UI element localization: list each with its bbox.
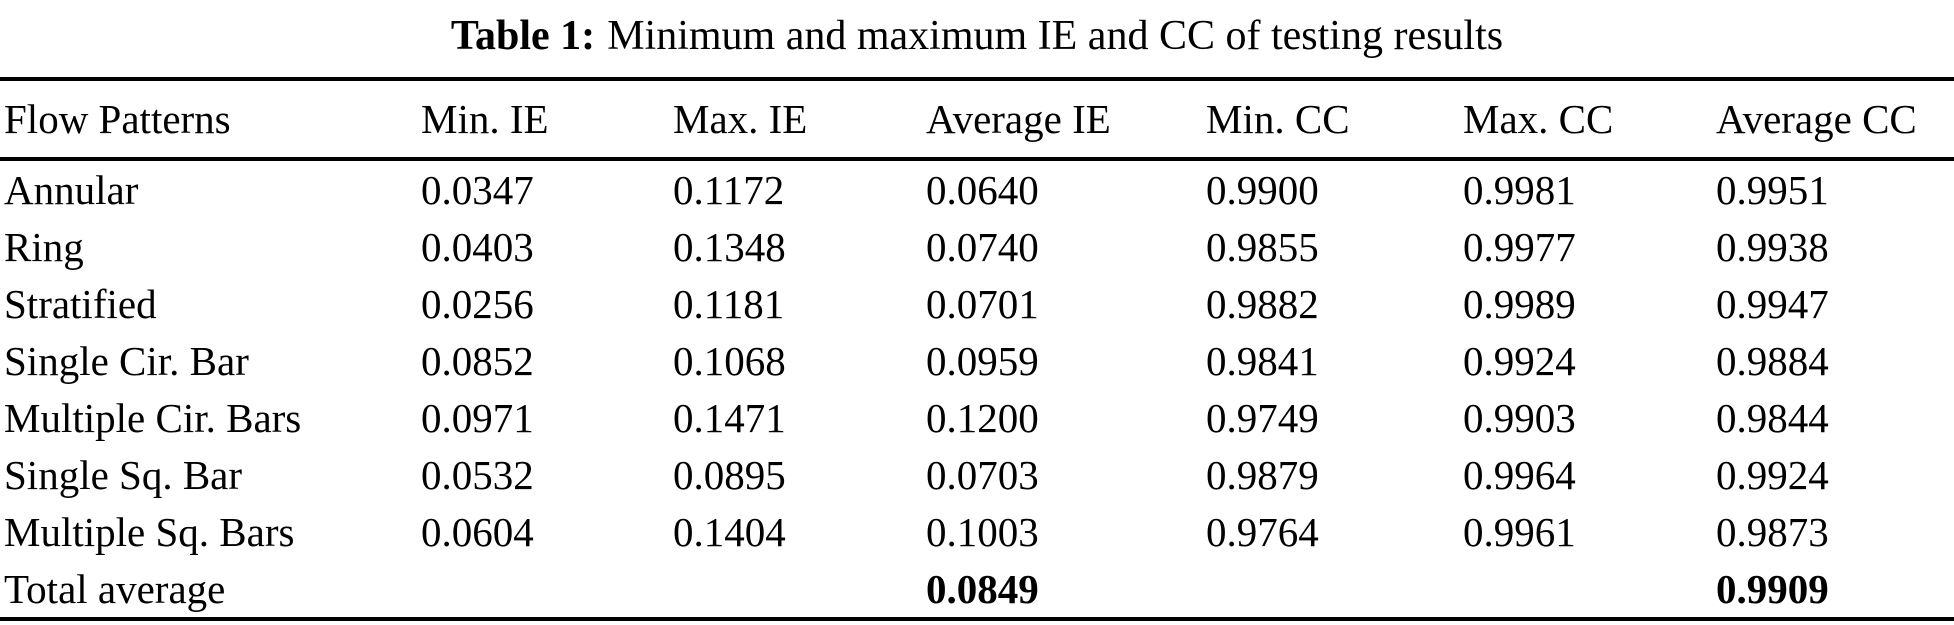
table-caption-text: Minimum and maximum IE and CC of testing…	[607, 13, 1504, 59]
table-body: Annular 0.0347 0.1172 0.0640 0.9900 0.9981 0.9…	[0, 159, 1954, 619]
value-cell: 0.9903	[1463, 394, 1576, 441]
value-cell: 0.9844	[1716, 394, 1829, 441]
value-cell: 0.9981	[1463, 166, 1576, 213]
flow-pattern-cell: Stratified	[4, 280, 157, 327]
table-caption-label: Table 1:	[450, 13, 596, 59]
value-cell: 0.9989	[1463, 280, 1576, 327]
flow-pattern-cell: Single Sq. Bar	[4, 451, 243, 498]
col-header-max-cc: Max. CC	[1463, 79, 1716, 161]
flow-pattern-cell: Annular	[4, 166, 139, 213]
flow-pattern-cell: Multiple Cir. Bars	[4, 394, 302, 441]
table-caption: Table 1: Minimum and maximum IE and CC of…	[0, 0, 1954, 77]
value-cell	[673, 560, 926, 619]
value-cell: 0.1003	[926, 508, 1039, 555]
value-cell: 0.1181	[673, 280, 785, 327]
flow-pattern-cell: Ring	[4, 223, 84, 270]
table-row: Single Sq. Bar 0.0532 0.0895 0.0703 0.9879 0.…	[0, 446, 1954, 503]
value-cell: 0.1348	[673, 223, 786, 270]
col-header-average-cc: Average CC	[1716, 79, 1954, 161]
value-cell: 0.9938	[1716, 223, 1829, 270]
value-cell: 0.9924	[1716, 451, 1829, 498]
value-cell	[421, 560, 673, 619]
col-header-min-cc: Min. CC	[1206, 79, 1463, 161]
value-cell: 0.1068	[673, 337, 786, 384]
value-cell: 0.0971	[421, 394, 534, 441]
value-cell: 0.9841	[1206, 337, 1319, 384]
value-cell: 0.0701	[926, 280, 1039, 327]
table-row: Single Cir. Bar 0.0852 0.1068 0.0959 0.9841 0…	[0, 332, 1954, 389]
value-cell: 0.0895	[673, 451, 786, 498]
value-cell: 0.0532	[421, 451, 534, 498]
flow-pattern-cell: Multiple Sq. Bars	[4, 508, 295, 555]
value-cell	[1206, 560, 1463, 619]
value-cell: 0.9977	[1463, 223, 1576, 270]
value-cell: 0.9749	[1206, 394, 1319, 441]
col-header-max-ie: Max. IE	[673, 79, 926, 161]
value-cell: 0.1404	[673, 508, 786, 555]
flow-pattern-cell: Total average	[4, 565, 226, 612]
value-cell: 0.0852	[421, 337, 534, 384]
value-cell: 0.0640	[926, 166, 1039, 213]
value-cell: 0.0256	[421, 280, 534, 327]
table-row: Total average 0.0849 0.9909	[0, 560, 1954, 619]
col-header-flow-patterns: Flow Patterns	[0, 79, 421, 161]
table-row: Stratified 0.0256 0.1181 0.0701 0.9882 0.9989…	[0, 275, 1954, 332]
col-header-min-ie: Min. IE	[421, 79, 673, 161]
value-cell: 0.9924	[1463, 337, 1576, 384]
value-cell: 0.9909	[1716, 565, 1829, 612]
value-cell: 0.9879	[1206, 451, 1319, 498]
table-row: Annular 0.0347 0.1172 0.0640 0.9900 0.9981 0.9…	[0, 159, 1954, 218]
value-cell: 0.0347	[421, 166, 534, 213]
value-cell: 0.9964	[1463, 451, 1576, 498]
value-cell: 0.9764	[1206, 508, 1319, 555]
value-cell: 0.0849	[926, 565, 1039, 612]
table-row: Multiple Cir. Bars 0.0971 0.1471 0.1200 0.97…	[0, 389, 1954, 446]
value-cell: 0.9947	[1716, 280, 1829, 327]
value-cell: 0.9855	[1206, 223, 1319, 270]
value-cell: 0.1200	[926, 394, 1039, 441]
value-cell: 0.1471	[673, 394, 786, 441]
table-row: Ring 0.0403 0.1348 0.0740 0.9855 0.9977 0.9938	[0, 218, 1954, 275]
value-cell: 0.0703	[926, 451, 1039, 498]
flow-pattern-cell: Single Cir. Bar	[4, 337, 249, 384]
header-row: Flow Patterns Min. IE Max. IE Average IE…	[0, 79, 1954, 161]
value-cell: 0.9961	[1463, 508, 1576, 555]
value-cell: 0.0959	[926, 337, 1039, 384]
value-cell: 0.9882	[1206, 280, 1319, 327]
value-cell: 0.9884	[1716, 337, 1829, 384]
value-cell: 0.1172	[673, 166, 785, 213]
value-cell: 0.0740	[926, 223, 1039, 270]
results-table: Flow Patterns Min. IE Max. IE Average IE…	[0, 77, 1954, 621]
value-cell: 0.9951	[1716, 166, 1829, 213]
table-row: Multiple Sq. Bars 0.0604 0.1404 0.1003 0.976…	[0, 503, 1954, 560]
value-cell: 0.9873	[1716, 508, 1829, 555]
value-cell: 0.9900	[1206, 166, 1319, 213]
value-cell: 0.0604	[421, 508, 534, 555]
col-header-average-ie: Average IE	[926, 79, 1206, 161]
value-cell	[1463, 560, 1716, 619]
value-cell: 0.0403	[421, 223, 534, 270]
